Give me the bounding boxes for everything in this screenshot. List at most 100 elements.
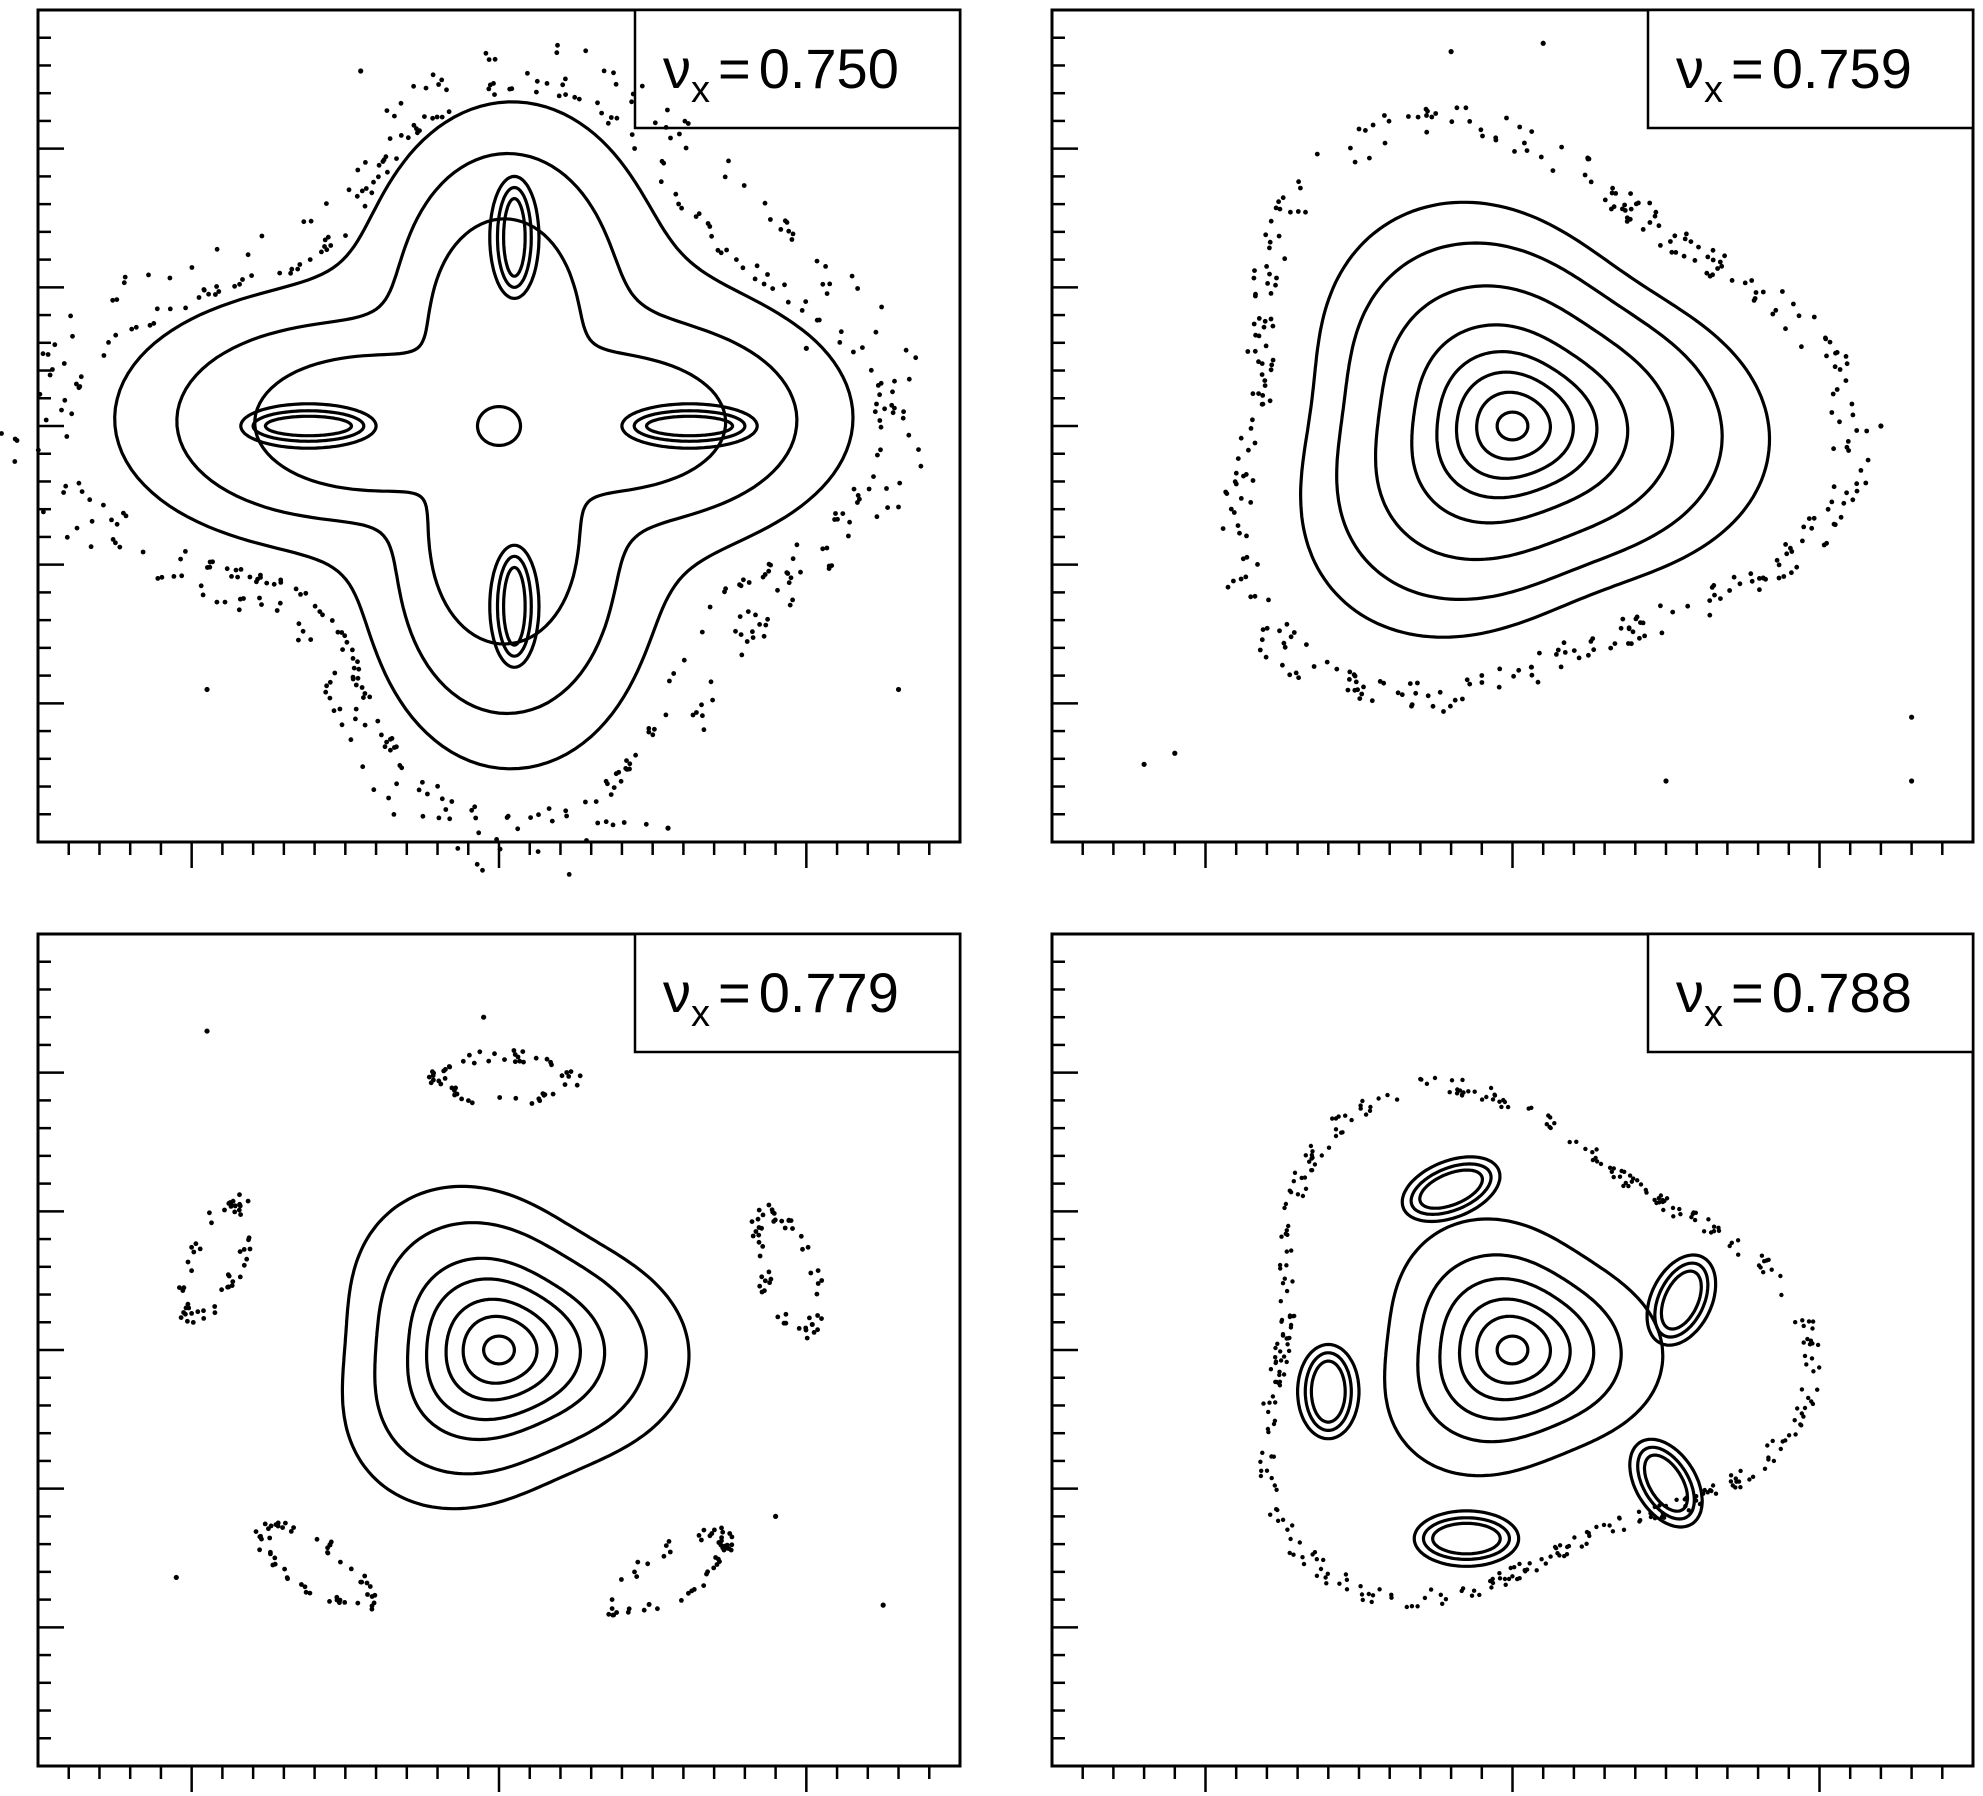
scatter-point: [789, 237, 795, 242]
scatter-point: [430, 115, 435, 121]
scatter-point: [201, 287, 207, 293]
scatter-point: [1834, 387, 1840, 392]
scatter-point: [918, 463, 924, 469]
scatter-point: [1664, 1196, 1670, 1201]
scatter-point: [63, 483, 69, 489]
scatter-point: [1264, 1468, 1270, 1473]
scatter-point: [1233, 481, 1239, 487]
scatter-point: [1552, 1544, 1558, 1550]
scatter-point: [502, 1057, 507, 1062]
scatter-point: [1864, 428, 1870, 434]
scatter-point: [1344, 1577, 1350, 1583]
island-curve: [251, 409, 366, 443]
invariant-curve: [175, 151, 799, 716]
scatter-point: [782, 1225, 788, 1231]
scatter-point: [268, 1523, 274, 1529]
scatter-point: [783, 1311, 789, 1317]
scatter-point: [70, 333, 75, 339]
invariant-curve: [113, 100, 855, 771]
scatter-point: [369, 1603, 375, 1609]
scatter-point: [1602, 197, 1608, 203]
scatter-point: [1548, 1554, 1553, 1559]
scatter-point: [1753, 290, 1759, 295]
panel-nu-0779: νx = 0.779: [36, 932, 962, 1792]
scatter-point: [449, 799, 455, 804]
scatter-point: [343, 233, 348, 239]
scatter-point: [1285, 1527, 1290, 1532]
scatter-point: [1829, 499, 1835, 505]
scatter-point: [1591, 647, 1597, 653]
scatter-point: [1539, 1557, 1544, 1562]
scatter-point: [707, 224, 713, 229]
scatter-point: [701, 727, 707, 733]
scatter-point: [1492, 1092, 1497, 1097]
invariant-curve: [1416, 1253, 1623, 1444]
scatter-point: [237, 1249, 243, 1254]
scatter-point: [815, 1313, 820, 1318]
invariant-curve: [425, 1277, 582, 1422]
scatter-point: [1363, 1112, 1369, 1117]
scatter-point: [342, 633, 348, 639]
scatter-point: [332, 670, 338, 676]
scatter-point: [1441, 709, 1446, 714]
scatter-point: [384, 108, 390, 113]
scatter-point: [1749, 578, 1755, 584]
scatter-point: [327, 679, 333, 685]
scatter-point: [756, 1239, 762, 1245]
scatter-point: [1424, 1081, 1430, 1087]
scatter-point: [874, 514, 880, 520]
scatter-point: [101, 502, 106, 508]
scatter-point: [1610, 1529, 1616, 1534]
scatter-point: [329, 618, 335, 623]
scatter-point: [325, 234, 331, 240]
scatter-point: [140, 549, 146, 555]
scatter-point: [274, 608, 280, 613]
scatter-point: [1449, 1078, 1455, 1083]
scatter-point: [1759, 1253, 1765, 1258]
scatter-point: [1613, 191, 1619, 196]
scatter-point: [1454, 1091, 1460, 1096]
scatter-point: [398, 133, 404, 138]
scatter-point: [851, 486, 857, 492]
scatter-point: [1270, 1394, 1276, 1399]
scatter-point: [762, 1278, 768, 1284]
scatter-point: [866, 486, 872, 492]
scatter-point: [486, 57, 492, 62]
scatter-point: [369, 190, 375, 196]
scatter-point: [1656, 1196, 1662, 1201]
scatter-point: [790, 597, 795, 603]
scatter-point: [525, 70, 530, 76]
scatter-point: [679, 205, 684, 211]
scatter-point: [1358, 1106, 1363, 1111]
scatter-point: [1361, 684, 1366, 690]
scatter-point: [1272, 1483, 1278, 1488]
scatter-point: [1277, 628, 1282, 634]
scatter-point: [238, 567, 244, 572]
scatter-point: [1287, 1550, 1292, 1556]
scatter-point: [1503, 1582, 1508, 1588]
scatter-point: [1262, 378, 1268, 383]
scatter-point: [1585, 156, 1591, 162]
scatter-point: [364, 1580, 370, 1586]
scatter-point: [1738, 1485, 1743, 1490]
scatter-point: [1273, 1360, 1278, 1366]
nu-symbol: ν: [663, 961, 691, 1024]
scatter-point: [785, 571, 791, 576]
scatter-point: [634, 1574, 640, 1579]
scatter-point: [1909, 714, 1915, 720]
scatter-point: [1738, 1468, 1743, 1474]
scatter-point: [1810, 1326, 1815, 1331]
scatter-point: [1538, 154, 1544, 160]
scatter-point: [682, 118, 688, 124]
scatter-point: [1668, 239, 1673, 244]
scatter-point: [521, 1059, 526, 1065]
scatter-point: [62, 397, 68, 403]
scatter-point: [762, 200, 768, 206]
scatter-point: [794, 542, 800, 548]
scatter-point: [1622, 202, 1627, 208]
scatter-point: [1260, 393, 1266, 398]
scatter-point: [110, 297, 116, 303]
scatter-point: [1728, 1479, 1734, 1484]
scatter-point: [459, 1096, 464, 1102]
scatter-point: [1267, 245, 1272, 251]
